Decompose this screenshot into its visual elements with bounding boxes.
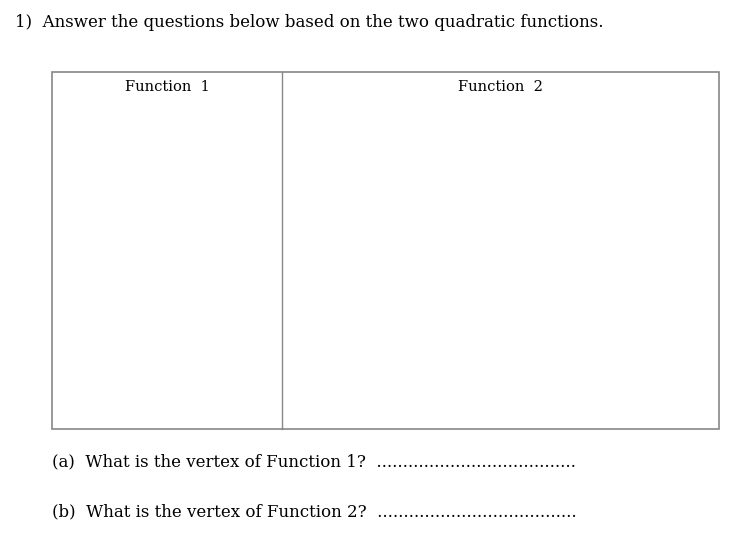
- Text: 4: 4: [469, 180, 475, 189]
- Text: -6: -6: [360, 256, 369, 265]
- Bar: [167, 159, 259, 202]
- Text: -2: -2: [465, 279, 475, 288]
- Bar: [167, 332, 259, 375]
- Text: 2: 2: [469, 213, 475, 222]
- Text: 6: 6: [469, 147, 475, 156]
- Text: −5: −5: [207, 346, 229, 360]
- Text: −2: −2: [115, 389, 136, 403]
- Text: x: x: [694, 238, 700, 248]
- Text: Function  2: Function 2: [458, 80, 543, 94]
- Bar: [74, 116, 167, 159]
- Bar: [167, 245, 259, 288]
- Text: 1: 1: [207, 217, 217, 230]
- Bar: [74, 202, 167, 245]
- Bar: [167, 375, 259, 418]
- Text: 8: 8: [115, 173, 124, 188]
- Bar: [167, 202, 259, 245]
- Text: -6: -6: [466, 345, 475, 354]
- Text: 2: 2: [115, 303, 124, 317]
- Text: 4: 4: [115, 260, 124, 274]
- Text: 8: 8: [469, 114, 475, 123]
- Text: -4: -4: [465, 312, 475, 321]
- Bar: [167, 288, 259, 332]
- Text: −15: −15: [207, 389, 239, 403]
- Text: -4: -4: [399, 256, 408, 265]
- Text: -8: -8: [321, 256, 330, 265]
- Text: Function  1: Function 1: [124, 80, 209, 94]
- Text: -2: -2: [437, 256, 447, 265]
- Bar: [74, 332, 167, 375]
- Bar: [74, 245, 167, 288]
- Text: 1: 1: [207, 303, 217, 317]
- Text: (b)  What is the vertex of Function 2?  ......................................: (b) What is the vertex of Function 2? ..…: [52, 503, 576, 520]
- Text: -8: -8: [466, 378, 475, 387]
- Text: 1)  Answer the questions below based on the two quadratic functions.: 1) Answer the questions below based on t…: [15, 14, 603, 31]
- Text: 8: 8: [633, 256, 639, 265]
- Text: 4: 4: [556, 256, 562, 265]
- Text: 3: 3: [207, 260, 217, 274]
- Bar: [74, 375, 167, 418]
- Text: 10: 10: [668, 256, 681, 265]
- Text: y: y: [485, 97, 491, 107]
- Bar: [74, 159, 167, 202]
- Text: 6: 6: [115, 217, 124, 230]
- Bar: [74, 288, 167, 332]
- Text: (a)  What is the vertex of Function 1?  ......................................: (a) What is the vertex of Function 1? ..…: [52, 454, 576, 471]
- Text: y: y: [209, 130, 217, 144]
- Text: 6: 6: [594, 256, 600, 265]
- Text: 2: 2: [516, 256, 523, 265]
- Text: −5: −5: [207, 173, 229, 188]
- Bar: [167, 116, 259, 159]
- Text: x: x: [116, 130, 124, 144]
- Text: 0: 0: [115, 346, 124, 360]
